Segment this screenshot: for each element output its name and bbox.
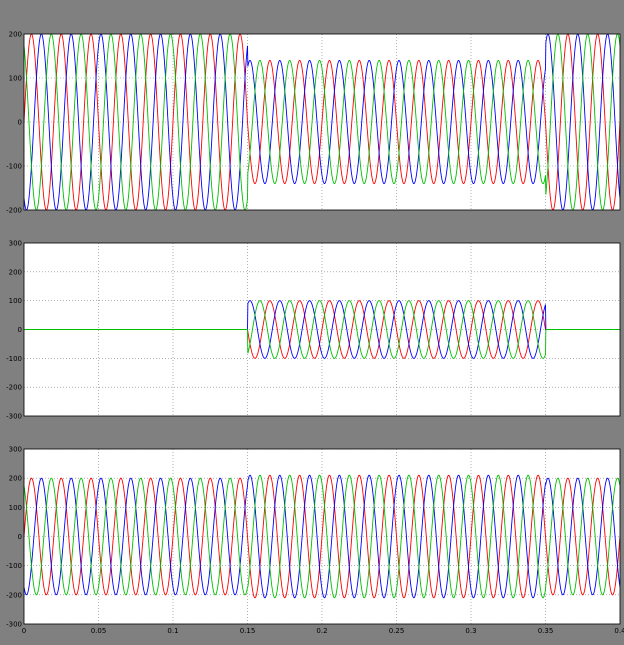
series-line-2 (24, 34, 620, 210)
y-tick-label: -300 (6, 621, 22, 629)
x-tick-label: 0.35 (538, 627, 554, 635)
plot-frame (23, 448, 621, 625)
y-tick-label: 100 (9, 297, 22, 305)
x-tick-label: 0.15 (240, 627, 256, 635)
series-line-2 (24, 474, 620, 599)
plot-3: -300 -200 -100 0 100 200 300 0 0.05 0.1 0.15 0.2 0.2… (6, 446, 624, 636)
series-line-1 (24, 34, 620, 210)
y-tick-label: -100 (6, 355, 22, 363)
plot-2: -300 -200 -100 0 100 200 300 (6, 240, 621, 421)
plot-1: -200 -100 0 100 200 (6, 31, 621, 215)
y-tick-label: 0 (18, 119, 22, 127)
series-line-3 (24, 474, 620, 599)
x-tick-label: 0.2 (316, 627, 327, 635)
series-line-1 (24, 474, 620, 599)
y-tick-label: 300 (9, 446, 22, 454)
x-tick-label: 0.25 (389, 627, 405, 635)
y-tick-label: -200 (6, 207, 22, 215)
series-line-3 (24, 34, 620, 210)
y-tick-label: 100 (9, 75, 22, 83)
y-tick-label: 200 (9, 475, 22, 483)
x-tick-label: 0.05 (91, 627, 107, 635)
y-tick-label: 300 (9, 240, 22, 248)
y-tick-label: 200 (9, 31, 22, 39)
x-tick-label: 0 (22, 627, 26, 635)
plot-frame (23, 33, 621, 211)
x-tick-label: 0.4 (614, 627, 624, 635)
y-tick-label: -100 (6, 562, 22, 570)
y-tick-label: 200 (9, 268, 22, 276)
y-tick-label: -100 (6, 163, 22, 171)
series-line-3 (24, 300, 620, 359)
y-tick-label: -200 (6, 384, 22, 392)
y-tick-label: -300 (6, 413, 22, 421)
plot-frame (23, 242, 621, 417)
y-tick-label: 0 (18, 533, 22, 541)
x-tick-label: 0.1 (167, 627, 178, 635)
y-tick-label: 0 (18, 326, 22, 334)
y-tick-label: -200 (6, 591, 22, 599)
y-tick-label: 100 (9, 504, 22, 512)
x-tick-label: 0.3 (465, 627, 476, 635)
